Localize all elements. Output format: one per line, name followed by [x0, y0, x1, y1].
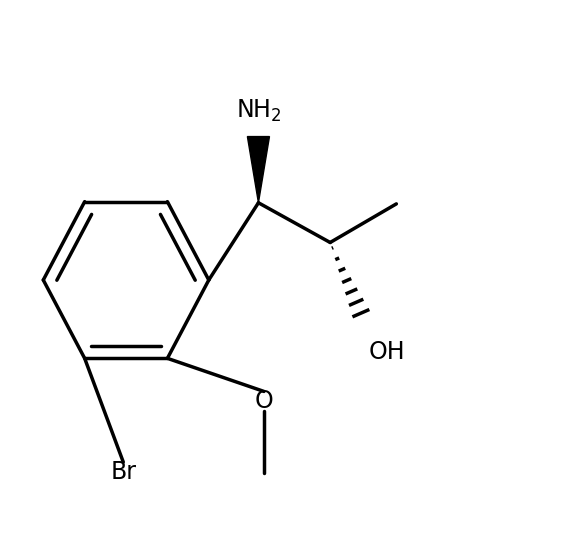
- Text: NH$_2$: NH$_2$: [236, 98, 281, 124]
- Text: OH: OH: [369, 340, 406, 363]
- Text: Br: Br: [111, 460, 136, 484]
- Polygon shape: [247, 137, 269, 203]
- Text: O: O: [255, 389, 273, 413]
